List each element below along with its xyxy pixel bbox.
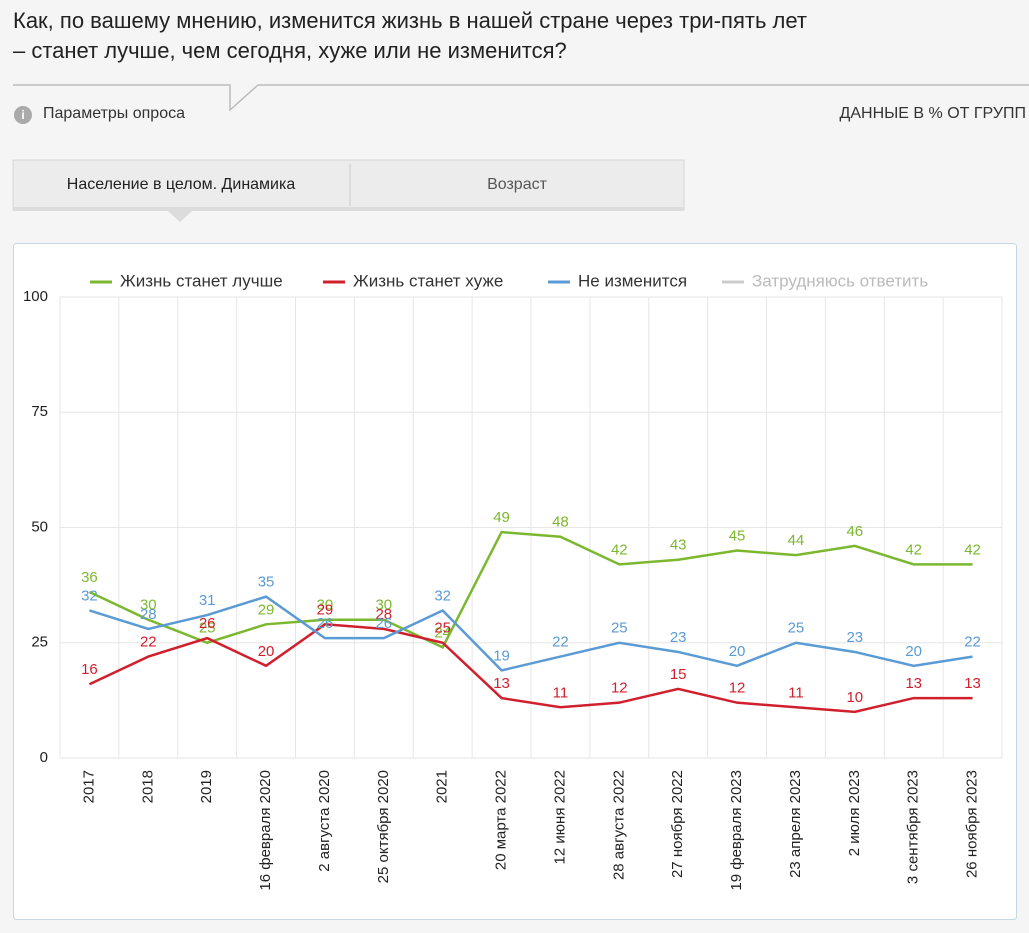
data-label: 35	[258, 574, 275, 591]
data-label: 13	[964, 675, 981, 692]
title-line: – станет лучше, чем сегодня, хуже или не…	[13, 38, 567, 63]
series-line	[88, 623, 973, 714]
legend-label: Жизнь станет лучше	[120, 271, 283, 290]
title-line: Как, по вашему мнению, изменится жизнь в…	[13, 8, 807, 33]
data-label: 25	[611, 620, 628, 637]
y-tick-label: 0	[40, 749, 48, 766]
x-tick-label: 3 сентября 2023	[905, 770, 922, 884]
params-link[interactable]: Параметры опроса	[43, 105, 185, 122]
x-tick-label: 2019	[198, 770, 215, 803]
tabs	[12, 159, 685, 211]
y-tick-label: 75	[31, 403, 48, 420]
data-label: 13	[905, 675, 922, 692]
tab[interactable]: Население в целом. Динамика	[67, 176, 296, 193]
data-label: 20	[905, 643, 922, 660]
data-label: 23	[846, 629, 863, 646]
series-line	[88, 530, 973, 650]
data-label: 42	[611, 541, 628, 558]
x-tick-label: 2021	[434, 770, 451, 803]
x-tick-label: 28 августа 2022	[610, 770, 627, 880]
data-label: 22	[552, 634, 569, 651]
x-tick-label: 20 марта 2022	[493, 770, 510, 870]
tab[interactable]: Возраст	[487, 176, 548, 193]
data-label: 46	[846, 523, 863, 540]
chart-panel	[13, 243, 1017, 920]
x-tick-label: 2 августа 2020	[316, 770, 333, 872]
data-label: 20	[258, 643, 275, 660]
x-tick-label: 2 июля 2023	[846, 770, 863, 856]
data-label: 16	[81, 661, 98, 678]
data-label: 42	[964, 541, 981, 558]
data-label: 26	[199, 615, 216, 632]
legend-label: Жизнь станет хуже	[353, 271, 503, 290]
x-tick-label: 26 ноября 2023	[964, 770, 981, 878]
y-tick-label: 50	[31, 518, 48, 535]
data-label: 30	[375, 597, 392, 614]
info-icon[interactable]	[14, 106, 32, 124]
x-tick-label: 16 февраля 2020	[257, 770, 274, 891]
data-label: 11	[553, 684, 569, 701]
data-label: 29	[258, 601, 275, 618]
tabs-shadow	[13, 207, 684, 211]
data-label: 26	[317, 615, 334, 632]
x-tick-label: 12 июня 2022	[551, 770, 568, 864]
data-label: 25	[788, 620, 805, 637]
data-label: 49	[493, 509, 510, 526]
data-label: 26	[375, 615, 392, 632]
data-label: 31	[199, 592, 216, 609]
data-label: 30	[140, 597, 157, 614]
data-label: 25	[434, 620, 451, 637]
data-label: 15	[670, 666, 687, 683]
x-tick-label: 19 февраля 2023	[728, 770, 745, 891]
data-label: 43	[670, 537, 687, 554]
x-tick-label: 23 апреля 2023	[787, 770, 804, 878]
tab-pointer	[168, 211, 192, 222]
series-line	[89, 595, 973, 672]
data-note: ДАННЫЕ В % ОТ ГРУПП	[840, 105, 1027, 122]
data-label: 28	[375, 606, 392, 623]
separator	[13, 84, 1029, 112]
data-label: 11	[788, 684, 804, 701]
x-tick-label: 2017	[80, 770, 97, 803]
data-label: 32	[434, 587, 451, 604]
data-label: 19	[493, 647, 510, 664]
data-label: 13	[493, 675, 510, 692]
data-label: 30	[317, 597, 334, 614]
data-label: 32	[81, 587, 98, 604]
data-label: 12	[611, 680, 628, 697]
data-label: 24	[434, 624, 451, 641]
y-tick-label: 100	[23, 288, 48, 305]
data-label: 12	[729, 680, 746, 697]
data-label: 42	[905, 541, 922, 558]
data-label: 10	[846, 689, 863, 706]
data-label: 45	[729, 528, 746, 545]
data-label: 44	[788, 532, 805, 549]
y-tick-label: 25	[31, 634, 48, 651]
info-icon-glyph: i	[21, 108, 24, 122]
data-label: 22	[140, 634, 157, 651]
data-label: 36	[81, 569, 98, 586]
data-label: 29	[317, 601, 334, 618]
legend-label: Затрудняюсь ответить	[752, 271, 928, 290]
data-label: 20	[729, 643, 746, 660]
x-tick-label: 27 ноября 2022	[669, 770, 686, 878]
data-label: 28	[140, 606, 157, 623]
legend-label: Не изменится	[578, 271, 687, 290]
data-label: 48	[552, 514, 569, 531]
data-label: 22	[964, 634, 981, 651]
data-label: 23	[670, 629, 687, 646]
x-tick-label: 2018	[139, 770, 156, 803]
data-label: 25	[199, 620, 216, 637]
x-tick-label: 25 октября 2020	[375, 770, 392, 883]
